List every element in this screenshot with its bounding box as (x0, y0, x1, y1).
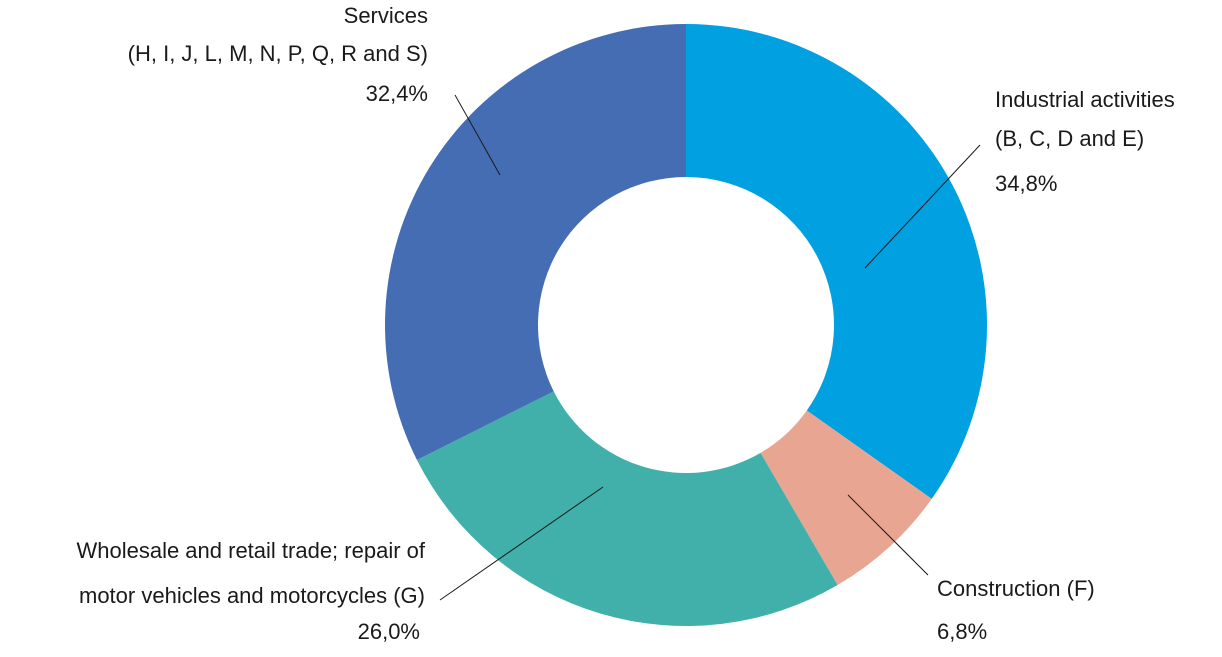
category-label: Construction (F) (937, 576, 1095, 601)
value-label: 34,8% (995, 171, 1057, 196)
category-label: (B, C, D and E) (995, 126, 1144, 151)
donut-segment (760, 410, 932, 586)
donut-segment (686, 24, 987, 499)
donut-segment (385, 24, 686, 460)
category-label: Services (344, 3, 428, 28)
category-label: motor vehicles and motorcycles (G) (79, 583, 425, 608)
value-label: 26,0% (358, 619, 420, 644)
category-label: Industrial activities (995, 87, 1175, 112)
leader-line (847, 494, 929, 576)
leader-line (454, 94, 501, 176)
category-label: (H, I, J, L, M, N, P, Q, R and S) (128, 41, 428, 66)
category-label: Wholesale and retail trade; repair of (76, 538, 425, 563)
value-label: 6,8% (937, 619, 987, 644)
leader-line (864, 144, 981, 269)
leader-line (439, 486, 604, 601)
value-label: 32,4% (366, 81, 428, 106)
donut-segment (416, 391, 838, 626)
